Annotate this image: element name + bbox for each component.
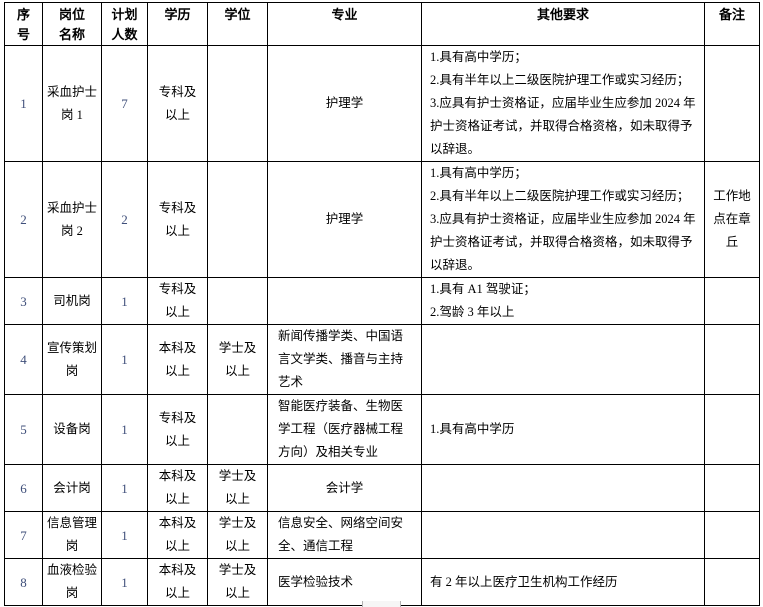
recruitment-table: 序 号 岗位 名称 计划 人数 学历 学位 专业 其他要求 备注 1 采血护士岗… bbox=[4, 2, 760, 606]
cell-education: 本科及以上 bbox=[147, 324, 208, 395]
cell-other-requirements bbox=[421, 511, 705, 559]
cell-degree: 学士及以上 bbox=[207, 511, 268, 559]
cell-degree: 学士及以上 bbox=[207, 324, 268, 395]
table-row: 5 设备岗 1 专科及以上 智能医疗装备、生物医学工程（医疗器械工程方向）及相关… bbox=[4, 394, 760, 465]
cell-position-name: 信息管理岗 bbox=[42, 511, 102, 559]
cell-education: 专科及以上 bbox=[147, 277, 208, 325]
header-remarks: 备注 bbox=[704, 2, 760, 46]
cell-degree: 学士及以上 bbox=[207, 464, 268, 512]
cell-major: 智能医疗装备、生物医学工程（医疗器械工程方向）及相关专业 bbox=[267, 394, 422, 465]
cell-other-requirements: 1.具有 A1 驾驶证； 2.驾龄 3 年以上 bbox=[421, 277, 705, 325]
cell-serial-number: 2 bbox=[4, 161, 43, 278]
header-row: 序 号 岗位 名称 计划 人数 学历 学位 专业 其他要求 备注 bbox=[4, 2, 760, 46]
cell-remarks bbox=[704, 45, 760, 162]
cell-serial-number: 3 bbox=[4, 277, 43, 325]
cell-degree bbox=[207, 45, 268, 162]
cell-remarks bbox=[704, 394, 760, 465]
cell-planned-count: 1 bbox=[101, 511, 148, 559]
table-row: 8 血液检验岗 1 本科及以上 学士及以上 医学检验技术 有 2 年以上医疗卫生… bbox=[4, 558, 760, 606]
cell-planned-count: 1 bbox=[101, 558, 148, 606]
cell-remarks: 工作地点在章丘 bbox=[704, 161, 760, 278]
cell-remarks bbox=[704, 511, 760, 559]
scrollbar-fragment bbox=[362, 601, 401, 607]
cell-education: 专科及以上 bbox=[147, 45, 208, 162]
cell-serial-number: 4 bbox=[4, 324, 43, 395]
cell-education: 专科及以上 bbox=[147, 161, 208, 278]
cell-major: 新闻传播学类、中国语言文学类、播音与主持艺术 bbox=[267, 324, 422, 395]
cell-planned-count: 1 bbox=[101, 324, 148, 395]
table-row: 4 宣传策划岗 1 本科及以上 学士及以上 新闻传播学类、中国语言文学类、播音与… bbox=[4, 324, 760, 395]
cell-remarks bbox=[704, 324, 760, 395]
cell-remarks bbox=[704, 464, 760, 512]
table-row: 2 采血护士岗 2 2 专科及以上 护理学 1.具有高中学历； 2.具有半年以上… bbox=[4, 161, 760, 278]
cell-position-name: 采血护士岗 1 bbox=[42, 45, 102, 162]
cell-education: 本科及以上 bbox=[147, 558, 208, 606]
cell-other-requirements: 1.具有高中学历； 2.具有半年以上二级医院护理工作或实习经历； 3.应具有护士… bbox=[421, 45, 705, 162]
cell-degree bbox=[207, 277, 268, 325]
cell-major: 护理学 bbox=[267, 45, 422, 162]
cell-other-requirements: 1.具有高中学历 bbox=[421, 394, 705, 465]
cell-position-name: 司机岗 bbox=[42, 277, 102, 325]
cell-major: 医学检验技术 bbox=[267, 558, 422, 606]
header-degree: 学位 bbox=[207, 2, 268, 46]
cell-position-name: 宣传策划岗 bbox=[42, 324, 102, 395]
cell-major bbox=[267, 277, 422, 325]
header-position-name: 岗位 名称 bbox=[42, 2, 102, 46]
cell-remarks bbox=[704, 558, 760, 606]
table-row: 7 信息管理岗 1 本科及以上 学士及以上 信息安全、网络空间安全、通信工程 bbox=[4, 511, 760, 559]
cell-planned-count: 7 bbox=[101, 45, 148, 162]
cell-serial-number: 6 bbox=[4, 464, 43, 512]
header-planned-count: 计划 人数 bbox=[101, 2, 148, 46]
cell-position-name: 采血护士岗 2 bbox=[42, 161, 102, 278]
cell-other-requirements bbox=[421, 464, 705, 512]
table-row: 6 会计岗 1 本科及以上 学士及以上 会计学 bbox=[4, 464, 760, 512]
header-other-requirements: 其他要求 bbox=[421, 2, 705, 46]
cell-serial-number: 7 bbox=[4, 511, 43, 559]
cell-planned-count: 1 bbox=[101, 394, 148, 465]
cell-degree: 学士及以上 bbox=[207, 558, 268, 606]
cell-major: 护理学 bbox=[267, 161, 422, 278]
cell-position-name: 会计岗 bbox=[42, 464, 102, 512]
cell-education: 本科及以上 bbox=[147, 511, 208, 559]
cell-serial-number: 1 bbox=[4, 45, 43, 162]
cell-remarks bbox=[704, 277, 760, 325]
table-row: 3 司机岗 1 专科及以上 1.具有 A1 驾驶证； 2.驾龄 3 年以上 bbox=[4, 277, 760, 325]
cell-other-requirements: 1.具有高中学历； 2.具有半年以上二级医院护理工作或实习经历； 3.应具有护士… bbox=[421, 161, 705, 278]
cell-serial-number: 8 bbox=[4, 558, 43, 606]
cell-position-name: 设备岗 bbox=[42, 394, 102, 465]
cell-planned-count: 1 bbox=[101, 277, 148, 325]
cell-education: 本科及以上 bbox=[147, 464, 208, 512]
cell-serial-number: 5 bbox=[4, 394, 43, 465]
header-major: 专业 bbox=[267, 2, 422, 46]
cell-other-requirements: 有 2 年以上医疗卫生机构工作经历 bbox=[421, 558, 705, 606]
cell-planned-count: 2 bbox=[101, 161, 148, 278]
cell-major: 会计学 bbox=[267, 464, 422, 512]
header-serial-number: 序 号 bbox=[4, 2, 43, 46]
cell-position-name: 血液检验岗 bbox=[42, 558, 102, 606]
table-row: 1 采血护士岗 1 7 专科及以上 护理学 1.具有高中学历； 2.具有半年以上… bbox=[4, 45, 760, 162]
cell-degree bbox=[207, 161, 268, 278]
cell-major: 信息安全、网络空间安全、通信工程 bbox=[267, 511, 422, 559]
cell-other-requirements bbox=[421, 324, 705, 395]
cell-education: 专科及以上 bbox=[147, 394, 208, 465]
cell-planned-count: 1 bbox=[101, 464, 148, 512]
header-education: 学历 bbox=[147, 2, 208, 46]
cell-degree bbox=[207, 394, 268, 465]
